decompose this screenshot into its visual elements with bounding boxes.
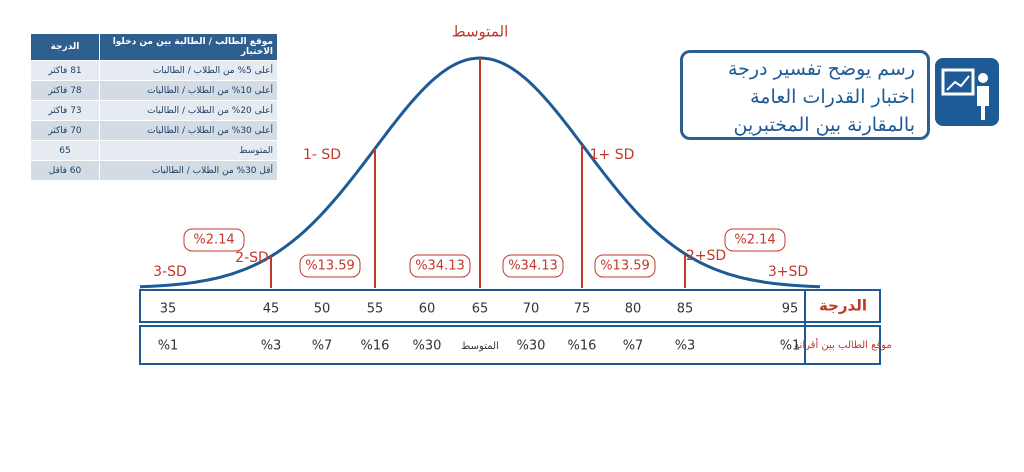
area-box <box>183 228 245 252</box>
area-box <box>724 228 786 252</box>
rank: %3 <box>261 339 282 354</box>
area-label: %34.13 <box>508 259 558 274</box>
rank: المتوسط <box>461 341 499 352</box>
table-cell: 73 فاكثر <box>30 100 100 121</box>
table-row: أعلى 5% من الطلاب / الطالبات 81 فاكثر <box>30 60 278 81</box>
score: 70 <box>523 302 540 317</box>
rank: %7 <box>312 339 333 354</box>
area-box <box>409 254 471 278</box>
score-row <box>139 289 881 323</box>
title-line: اختبار القدرات العامة <box>750 86 915 108</box>
table-cell: 81 فاكثر <box>30 60 100 81</box>
score: 55 <box>367 302 384 317</box>
title-line: رسم يوضح تفسير درجة <box>728 58 915 80</box>
table-row: المتوسط 65 <box>30 140 278 161</box>
title-box: رسم يوضح تفسير درجة اختبار القدرات العام… <box>680 50 930 140</box>
table-row: أعلى 20% من الطلاب / الطالبات 73 فاكثر <box>30 100 278 121</box>
table-row: موقع الطالب / الطالبة بين من دخلوا الاخت… <box>30 33 278 61</box>
sd-label: 3+SD <box>768 264 808 280</box>
score: 85 <box>677 302 694 317</box>
area-label: %2.14 <box>193 233 234 248</box>
area-label: %2.14 <box>734 233 775 248</box>
table-cell: 70 فاكثر <box>30 120 100 141</box>
table-cell: الدرجة <box>30 33 100 61</box>
score: 35 <box>160 302 177 317</box>
score: 80 <box>625 302 642 317</box>
area-box <box>594 254 656 278</box>
rank: %3 <box>675 339 696 354</box>
table-cell: أعلى 20% من الطلاب / الطالبات <box>99 100 278 121</box>
rank: %30 <box>517 339 546 354</box>
area-label: %13.59 <box>600 259 650 274</box>
table-cell: أعلى 10% من الطلاب / الطالبات <box>99 80 278 101</box>
table-cell: المتوسط <box>99 140 278 161</box>
mean-label: المتوسط <box>452 23 509 41</box>
sd-label: 1- SD <box>303 147 341 163</box>
score: 95 <box>782 302 799 317</box>
rank: %1 <box>158 339 179 354</box>
table-cell: 60 فاقل <box>30 160 100 181</box>
table-cell: أعلى 30% من الطلاب / الطالبات <box>99 120 278 141</box>
area-label: %34.13 <box>415 259 465 274</box>
table-cell: موقع الطالب / الطالبة بين من دخلوا الاخت… <box>99 33 278 61</box>
score: 60 <box>419 302 436 317</box>
table-cell: أعلى 5% من الطلاب / الطالبات <box>99 60 278 81</box>
title-line: بالمقارنة بين المختبرين <box>733 114 915 136</box>
icon-graphic <box>941 68 989 120</box>
sd-label: 2-SD <box>235 250 269 266</box>
table-row: أقل 30% من الطلاب / الطالبات 60 فاقل <box>30 160 278 181</box>
rank-row <box>139 325 881 365</box>
score: 50 <box>314 302 331 317</box>
table-row: أعلى 30% من الطلاب / الطالبات 70 فاكثر <box>30 120 278 141</box>
table-cell: أقل 30% من الطلاب / الطالبات <box>99 160 278 181</box>
sd-label: 1+ SD <box>590 147 635 163</box>
score: 75 <box>574 302 591 317</box>
rank-label: موقع الطالب بين أقرانه <box>794 338 892 351</box>
sd-label: 2+SD <box>686 248 726 264</box>
rank: %16 <box>361 339 390 354</box>
rank: %1 <box>780 339 801 354</box>
area-label: %13.59 <box>305 259 355 274</box>
rank: %30 <box>413 339 442 354</box>
score: 45 <box>263 302 280 317</box>
area-box <box>502 254 564 278</box>
table-cell: 78 فاكثر <box>30 80 100 101</box>
area-box <box>299 254 361 278</box>
rank: %7 <box>623 339 644 354</box>
rank: %16 <box>568 339 597 354</box>
score: 65 <box>472 302 489 317</box>
score-label: الدرجة <box>819 297 867 315</box>
sd-label: 3-SD <box>153 264 187 280</box>
score-table: موقع الطالب / الطالبة بين من دخلوا الاخت… <box>30 33 278 181</box>
table-row: أعلى 10% من الطلاب / الطالبات 78 فاكثر <box>30 80 278 101</box>
table-cell: 65 <box>30 140 100 161</box>
icon <box>935 58 999 126</box>
